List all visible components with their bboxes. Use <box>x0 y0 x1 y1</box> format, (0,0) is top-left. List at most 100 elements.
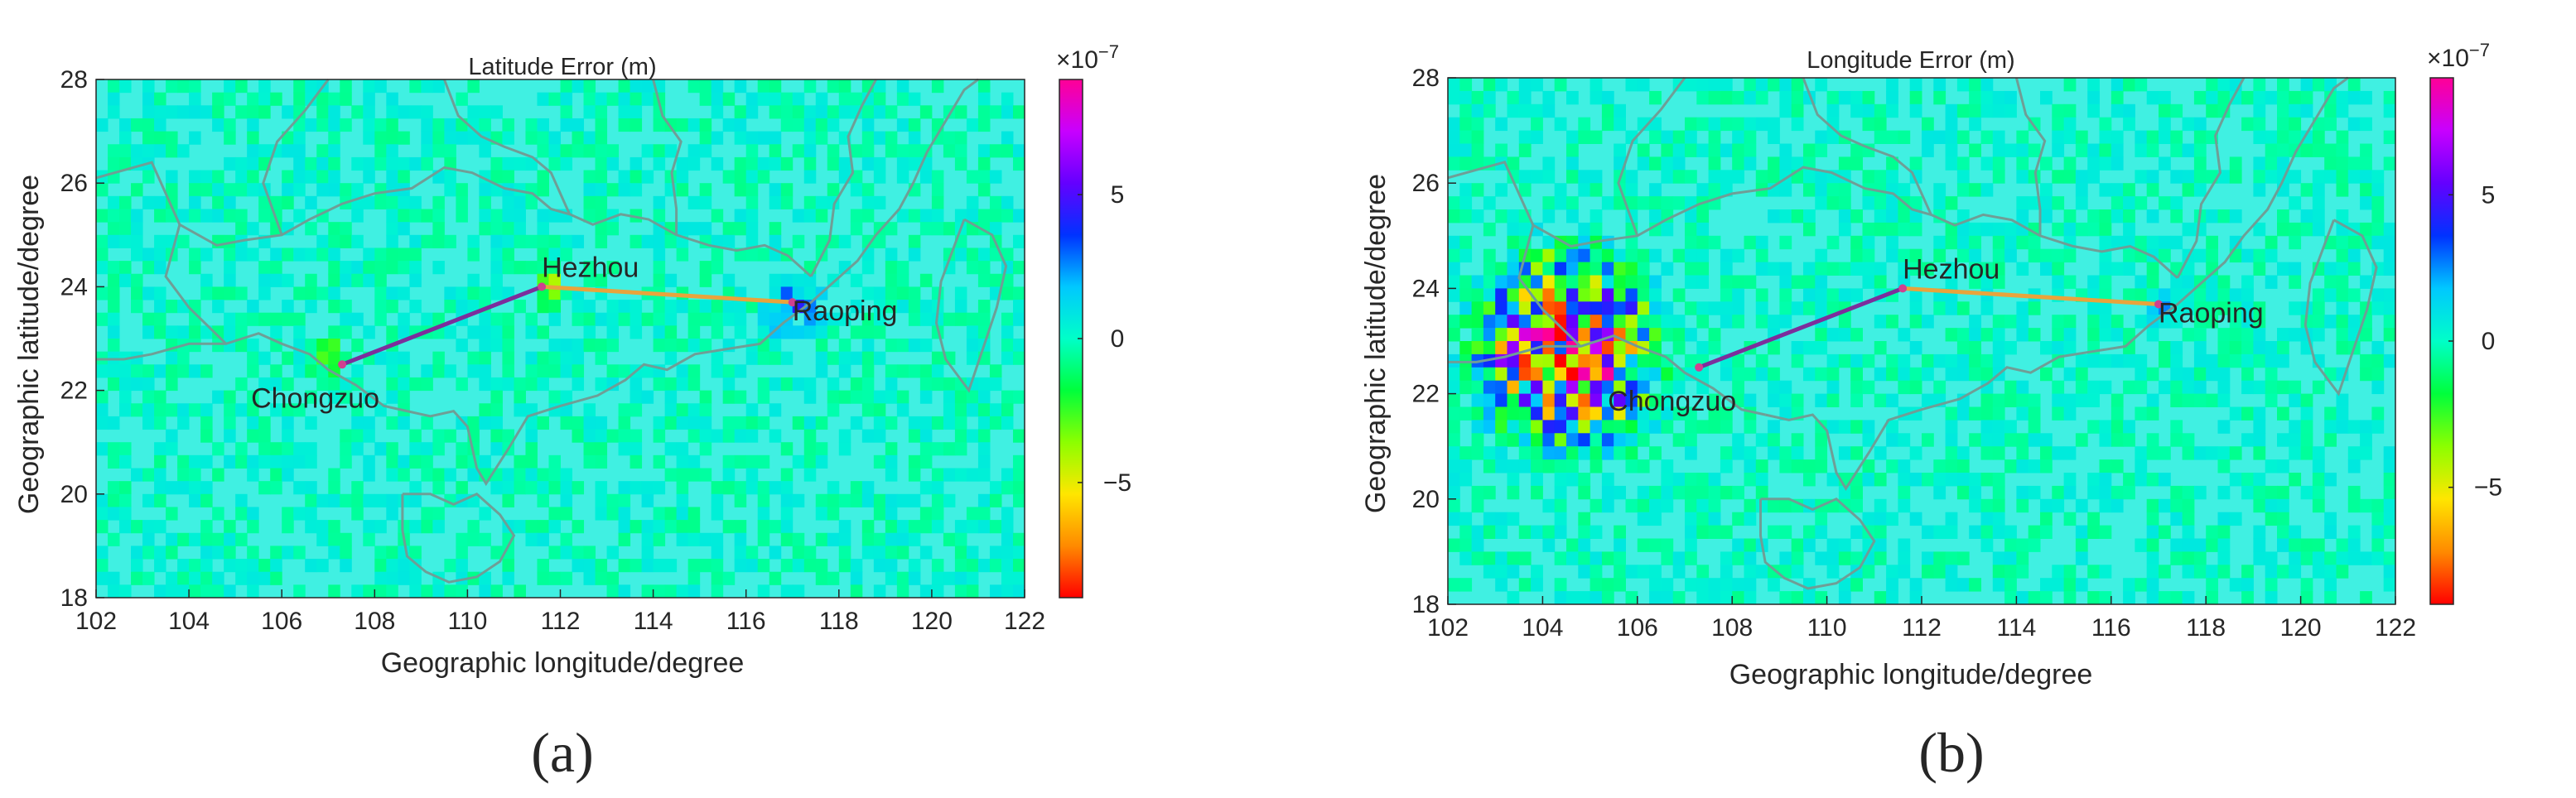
x-tick-label: 102 <box>75 608 117 635</box>
heatmap-cell <box>1685 473 1697 487</box>
heatmap-cell <box>1956 446 1970 460</box>
heatmap-cell <box>1448 209 1460 224</box>
heatmap-cell <box>2383 473 2396 487</box>
heatmap-cell <box>2336 341 2349 355</box>
heatmap-cell <box>316 118 329 132</box>
heatmap-cell <box>1518 90 1532 105</box>
heatmap-cell <box>490 403 503 417</box>
heatmap-cell <box>2028 538 2041 552</box>
heatmap-cell <box>1672 433 1686 447</box>
heatmap-cell <box>1874 591 1887 605</box>
heatmap-cell <box>398 261 410 275</box>
heatmap-cell <box>2324 170 2337 184</box>
heatmap-cell <box>1744 551 1757 565</box>
heatmap-cell <box>258 351 271 365</box>
heatmap-cell <box>1448 485 1460 500</box>
heatmap-cell <box>1483 103 1496 118</box>
heatmap-cell <box>1542 525 1556 539</box>
heatmap-cell <box>1732 143 1744 157</box>
heatmap-cell <box>1554 498 1567 513</box>
heatmap-cell <box>618 429 631 443</box>
heatmap-cell <box>2146 512 2159 526</box>
heatmap-cell <box>2040 498 2053 513</box>
heatmap-cell <box>1708 393 1721 407</box>
heatmap-cell <box>595 312 608 326</box>
heatmap-cell <box>212 532 224 546</box>
heatmap-cell <box>456 559 468 573</box>
heatmap-cell <box>630 105 643 119</box>
heatmap-cell <box>1589 288 1603 302</box>
heatmap-cell <box>1649 156 1662 171</box>
heatmap-cell <box>2289 420 2302 434</box>
heatmap-cell <box>96 261 109 275</box>
heatmap-cell <box>340 312 352 326</box>
heatmap-cell <box>305 520 317 534</box>
heatmap-cell <box>1649 512 1662 526</box>
heatmap-cell <box>1933 551 1946 565</box>
heatmap-cell <box>1886 353 1898 368</box>
heatmap-cell <box>676 532 689 546</box>
heatmap-cell <box>734 300 747 314</box>
heatmap-cell <box>386 286 398 300</box>
heatmap-cell <box>2277 433 2289 447</box>
heatmap-cell <box>444 234 456 248</box>
heatmap-cell <box>1672 130 1686 144</box>
heatmap-cell <box>803 325 817 339</box>
heatmap-cell <box>409 234 422 248</box>
heatmap-cell <box>514 454 526 469</box>
heatmap-cell <box>351 507 364 521</box>
heatmap-cell <box>2075 170 2088 184</box>
heatmap-cell <box>687 468 701 482</box>
heatmap-cell <box>1012 584 1025 598</box>
heatmap-cell <box>2217 78 2231 92</box>
heatmap-cell <box>224 118 236 132</box>
heatmap-cell <box>1448 512 1460 526</box>
heatmap-cell <box>293 183 306 197</box>
heatmap-cell <box>2016 393 2029 407</box>
heatmap-cell <box>838 234 851 248</box>
heatmap-cell <box>1862 353 1875 368</box>
heatmap-cell <box>885 286 898 300</box>
heatmap-cell <box>838 364 851 378</box>
heatmap-cell <box>1898 433 1911 447</box>
heatmap-cell <box>595 195 608 209</box>
heatmap-cell <box>1649 565 1662 579</box>
heatmap-cell <box>374 195 387 209</box>
heatmap-cell <box>2289 262 2302 276</box>
heatmap-cell <box>328 584 340 598</box>
heatmap-cell <box>235 248 248 262</box>
heatmap-cell <box>595 131 608 145</box>
heatmap-cell <box>456 131 468 145</box>
heatmap-cell <box>96 403 109 417</box>
heatmap-cell <box>2241 485 2254 500</box>
heatmap-cell <box>2217 275 2231 289</box>
heatmap-cell <box>850 351 863 365</box>
heatmap-cell <box>432 351 445 365</box>
heatmap-cell <box>537 520 549 534</box>
heatmap-cell <box>119 390 132 404</box>
heatmap-cell <box>467 248 480 262</box>
heatmap-cell <box>1933 90 1946 105</box>
heatmap-cell <box>1495 275 1507 289</box>
heatmap-cell <box>479 339 491 353</box>
heatmap-cell <box>1720 170 1733 184</box>
heatmap-cell <box>247 546 259 560</box>
heatmap-cell <box>514 234 526 248</box>
heatmap-cell <box>1507 235 1520 250</box>
heatmap-cell <box>119 507 132 521</box>
heatmap-cell <box>1922 353 1934 368</box>
heatmap-cell <box>1601 367 1614 382</box>
heatmap-cell <box>1945 156 1958 171</box>
heatmap-cell <box>247 390 259 404</box>
heatmap-cell <box>1826 473 1840 487</box>
heatmap-cell <box>200 170 213 184</box>
heatmap-cell <box>514 156 526 171</box>
heatmap-cell <box>815 351 828 365</box>
x-tick-label: 116 <box>2091 614 2131 642</box>
heatmap-cell <box>421 584 433 598</box>
heatmap-cell <box>166 325 178 339</box>
heatmap-cell <box>2277 538 2289 552</box>
heatmap-cell <box>2123 380 2135 395</box>
heatmap-cell <box>293 105 306 119</box>
heatmap-cell <box>943 312 956 326</box>
